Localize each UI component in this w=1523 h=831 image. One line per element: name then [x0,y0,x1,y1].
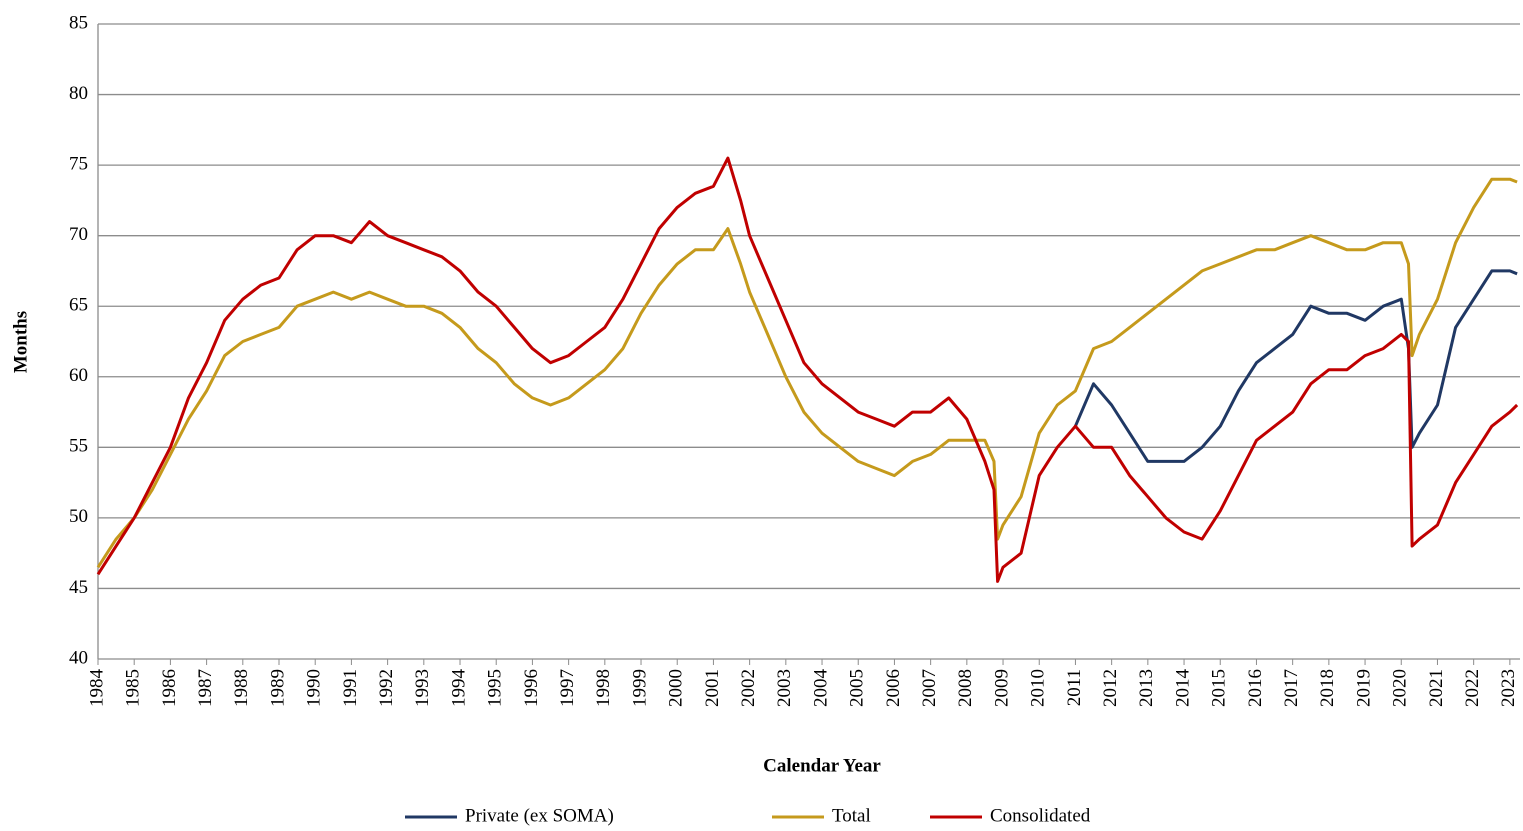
x-tick-label: 1993 [412,669,433,707]
series-line [96,156,1519,583]
x-axis-label: Calendar Year [763,755,881,776]
x-tick-label: 1999 [629,669,650,707]
x-tick-label: 1998 [593,669,614,707]
x-tick-label: 2004 [810,669,831,708]
y-axis-label: Months [10,311,31,373]
x-tick-label: 1996 [521,669,542,707]
x-tick-label: 2015 [1209,669,1230,707]
x-tick-label: 2014 [1172,669,1193,708]
y-tick-label: 65 [69,295,88,316]
x-tick-label: 2019 [1353,669,1374,707]
x-tick-label: 1990 [304,669,325,707]
y-tick-label: 50 [69,506,88,527]
x-tick-label: 1988 [231,669,252,707]
series-line [1074,269,1518,463]
x-tick-label: 2011 [1064,669,1085,706]
legend-label: Private (ex SOMA) [465,805,614,826]
x-tick-label: 2018 [1317,669,1338,707]
legend-label: Total [832,805,871,826]
x-tick-label: 2013 [1136,669,1157,707]
x-tick-label: 2002 [738,669,759,707]
x-tick-label: 1997 [557,669,578,707]
x-tick-label: 2000 [666,669,687,707]
y-tick-label: 70 [69,224,88,245]
x-tick-label: 1992 [376,669,397,707]
x-tick-label: 2020 [1390,669,1411,707]
y-tick-label: 75 [69,153,88,174]
x-tick-label: 2005 [847,669,868,707]
legend-label: Consolidated [990,805,1091,826]
y-tick-label: 60 [69,365,88,386]
x-tick-label: 1985 [123,669,144,707]
x-tick-label: 1991 [340,669,361,707]
x-tick-label: 1995 [485,669,506,707]
y-tick-label: 55 [69,436,88,457]
x-tick-label: 2003 [774,669,795,707]
x-tick-label: 2016 [1245,669,1266,707]
y-tick-label: 80 [69,83,88,104]
x-tick-label: 2022 [1462,669,1483,707]
x-tick-label: 1984 [86,669,107,708]
x-tick-label: 1987 [195,669,216,707]
x-tick-label: 2006 [883,669,904,707]
x-tick-label: 1994 [448,669,469,708]
x-tick-label: 2001 [702,669,723,707]
x-tick-label: 2008 [955,669,976,707]
x-tick-label: 2021 [1426,669,1447,707]
x-tick-label: 2009 [991,669,1012,707]
series-line [96,177,1518,569]
y-tick-label: 85 [69,12,88,33]
x-tick-label: 2010 [1028,669,1049,707]
x-tick-label: 2017 [1281,669,1302,707]
y-tick-label: 45 [69,577,88,598]
x-tick-label: 2023 [1498,669,1519,707]
x-tick-label: 2012 [1100,669,1121,707]
y-tick-label: 40 [69,647,88,668]
x-tick-label: 1989 [267,669,288,707]
x-tick-label: 2007 [919,669,940,707]
x-tick-label: 1986 [159,669,180,707]
